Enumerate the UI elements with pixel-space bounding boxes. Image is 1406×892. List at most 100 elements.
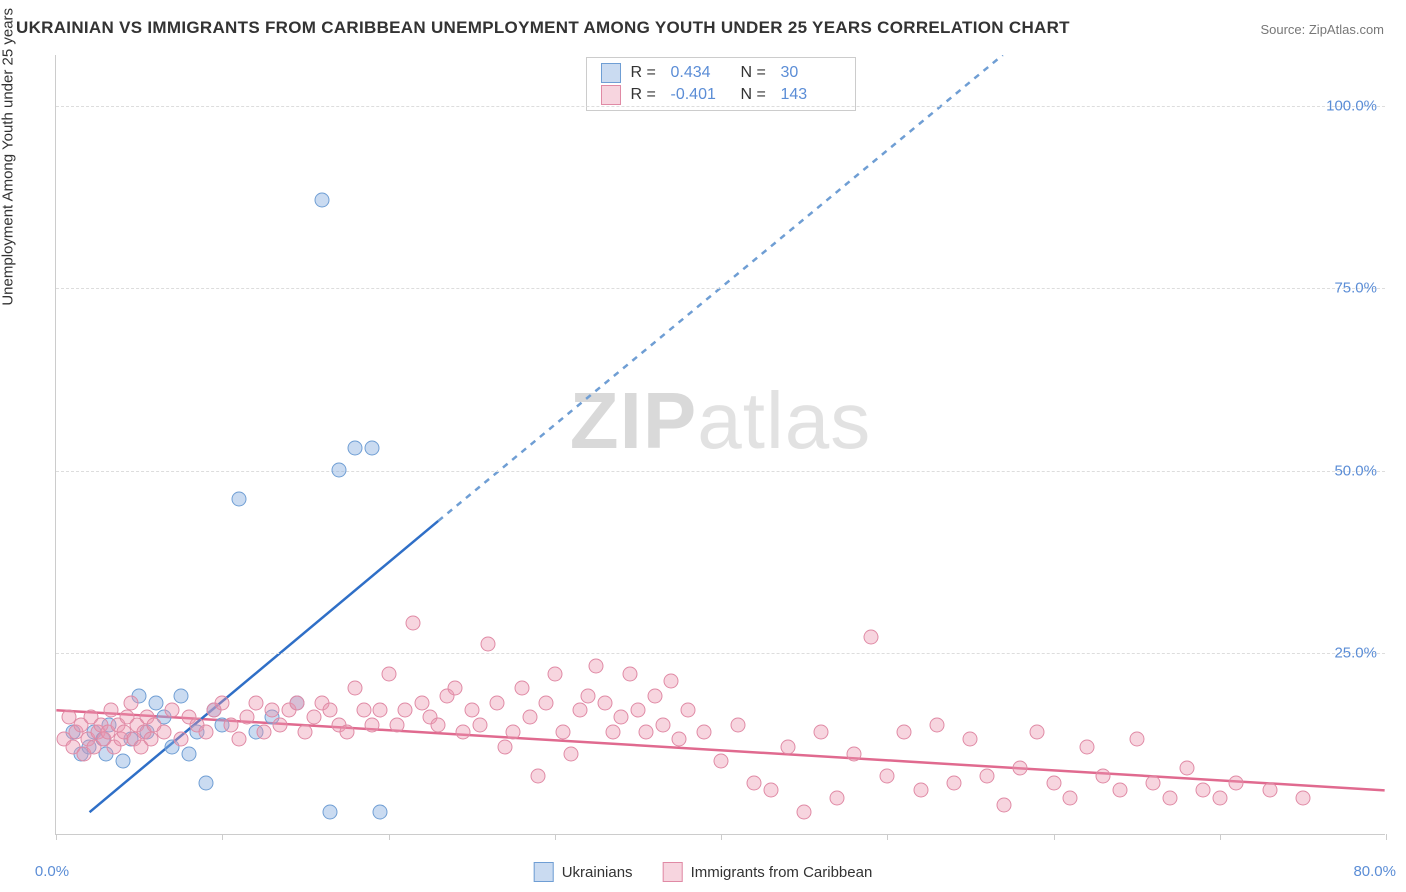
data-point bbox=[489, 695, 504, 710]
data-point bbox=[655, 717, 670, 732]
data-point bbox=[506, 724, 521, 739]
swatch-icon bbox=[663, 862, 683, 882]
data-point bbox=[339, 724, 354, 739]
data-point bbox=[157, 724, 172, 739]
gridline bbox=[56, 653, 1385, 654]
x-tick bbox=[1220, 834, 1221, 840]
data-point bbox=[797, 805, 812, 820]
data-point bbox=[323, 703, 338, 718]
data-point bbox=[813, 724, 828, 739]
y-axis-label: Unemployment Among Youth under 25 years bbox=[0, 8, 17, 306]
y-tick-label: 50.0% bbox=[1334, 462, 1377, 479]
data-point bbox=[1179, 761, 1194, 776]
data-point bbox=[1079, 739, 1094, 754]
data-point bbox=[148, 695, 163, 710]
data-point bbox=[364, 440, 379, 455]
data-point bbox=[306, 710, 321, 725]
data-point bbox=[697, 724, 712, 739]
data-point bbox=[356, 703, 371, 718]
data-point bbox=[672, 732, 687, 747]
r-label: R = bbox=[631, 64, 661, 82]
stats-row-1: R = 0.434 N = 30 bbox=[601, 62, 841, 84]
data-point bbox=[323, 805, 338, 820]
data-point bbox=[763, 783, 778, 798]
data-point bbox=[265, 703, 280, 718]
gridline bbox=[56, 106, 1385, 107]
data-point bbox=[780, 739, 795, 754]
data-point bbox=[730, 717, 745, 732]
data-point bbox=[946, 775, 961, 790]
data-point bbox=[481, 637, 496, 652]
data-point bbox=[714, 754, 729, 769]
data-point bbox=[1295, 790, 1310, 805]
data-point bbox=[564, 746, 579, 761]
data-point bbox=[614, 710, 629, 725]
data-point bbox=[639, 724, 654, 739]
data-point bbox=[231, 491, 246, 506]
x-tick bbox=[222, 834, 223, 840]
swatch-icon bbox=[534, 862, 554, 882]
data-point bbox=[1113, 783, 1128, 798]
data-point bbox=[431, 717, 446, 732]
data-point bbox=[913, 783, 928, 798]
data-point bbox=[173, 732, 188, 747]
data-point bbox=[348, 681, 363, 696]
data-point bbox=[448, 681, 463, 696]
data-point bbox=[381, 666, 396, 681]
data-point bbox=[1013, 761, 1028, 776]
x-axis-max-label: 80.0% bbox=[1353, 863, 1396, 880]
data-point bbox=[680, 703, 695, 718]
r-label: R = bbox=[631, 86, 661, 104]
data-point bbox=[198, 724, 213, 739]
data-point bbox=[1029, 724, 1044, 739]
data-point bbox=[531, 768, 546, 783]
data-point bbox=[1229, 775, 1244, 790]
data-point bbox=[547, 666, 562, 681]
legend-label: Ukrainians bbox=[562, 864, 633, 881]
data-point bbox=[173, 688, 188, 703]
n-value-1: 30 bbox=[781, 64, 841, 82]
data-point bbox=[398, 703, 413, 718]
legend-item-ukrainians: Ukrainians bbox=[534, 862, 633, 882]
data-point bbox=[364, 717, 379, 732]
data-point bbox=[589, 659, 604, 674]
data-point bbox=[880, 768, 895, 783]
data-point bbox=[165, 703, 180, 718]
x-tick bbox=[887, 834, 888, 840]
data-point bbox=[1129, 732, 1144, 747]
data-point bbox=[348, 440, 363, 455]
data-point bbox=[622, 666, 637, 681]
data-point bbox=[605, 724, 620, 739]
n-label: N = bbox=[741, 64, 771, 82]
data-point bbox=[514, 681, 529, 696]
x-axis-min-label: 0.0% bbox=[35, 863, 69, 880]
data-point bbox=[1196, 783, 1211, 798]
data-point bbox=[1146, 775, 1161, 790]
data-point bbox=[472, 717, 487, 732]
data-point bbox=[456, 724, 471, 739]
data-point bbox=[1262, 783, 1277, 798]
data-point bbox=[373, 805, 388, 820]
gridline bbox=[56, 288, 1385, 289]
watermark: ZIPatlas bbox=[570, 375, 871, 467]
data-point bbox=[273, 717, 288, 732]
data-point bbox=[996, 797, 1011, 812]
n-label: N = bbox=[741, 86, 771, 104]
data-point bbox=[298, 724, 313, 739]
data-point bbox=[1096, 768, 1111, 783]
x-tick bbox=[389, 834, 390, 840]
legend-label: Immigrants from Caribbean bbox=[691, 864, 873, 881]
data-point bbox=[522, 710, 537, 725]
y-tick-label: 100.0% bbox=[1326, 98, 1377, 115]
chart-title: UKRAINIAN VS IMMIGRANTS FROM CARIBBEAN U… bbox=[16, 18, 1070, 38]
data-point bbox=[256, 724, 271, 739]
y-tick-label: 75.0% bbox=[1334, 280, 1377, 297]
source-label: Source: ZipAtlas.com bbox=[1260, 22, 1384, 37]
x-tick bbox=[555, 834, 556, 840]
legend-item-caribbean: Immigrants from Caribbean bbox=[663, 862, 873, 882]
swatch-caribbean bbox=[601, 85, 621, 105]
data-point bbox=[1162, 790, 1177, 805]
data-point bbox=[248, 695, 263, 710]
x-tick bbox=[1054, 834, 1055, 840]
data-point bbox=[963, 732, 978, 747]
